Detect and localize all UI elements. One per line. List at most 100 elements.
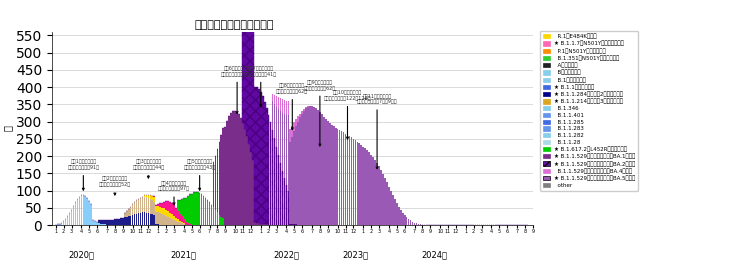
- Bar: [175, 221, 177, 225]
- Bar: [221, 217, 222, 225]
- Bar: [181, 199, 183, 217]
- Legend:   R.1（E484K単独）, ★ B.1.1.7（N501Y　アルファ株）,   P.1（N501Y　ガンマ株）,   B.1.351（N501Y　ベータ株）: R.1（E484K単独）, ★ B.1.1.7（N501Y アルファ株）, P.…: [540, 31, 639, 191]
- Bar: [416, 223, 417, 225]
- Bar: [173, 205, 175, 216]
- Bar: [325, 119, 326, 225]
- Bar: [276, 96, 278, 107]
- Bar: [301, 111, 303, 114]
- Text: 「第3波」のピーク
（検定ベース：祔44）: 「第3波」のピーク （検定ベース：祔44）: [132, 159, 164, 178]
- Bar: [278, 97, 279, 109]
- Bar: [215, 210, 216, 225]
- Bar: [177, 200, 179, 211]
- Bar: [343, 132, 344, 225]
- Bar: [280, 163, 281, 225]
- Bar: [312, 106, 313, 225]
- Bar: [339, 130, 340, 225]
- Bar: [164, 215, 165, 225]
- Bar: [211, 205, 212, 225]
- Bar: [177, 222, 179, 225]
- Text: 「第2波」のピーク
（検定ベース：祔52）: 「第2波」のピーク （検定ベース：祔52）: [99, 176, 131, 195]
- Bar: [130, 207, 132, 215]
- Bar: [288, 191, 289, 225]
- Bar: [333, 126, 334, 225]
- Bar: [135, 214, 138, 225]
- Bar: [246, 17, 248, 136]
- Bar: [203, 196, 204, 225]
- Bar: [238, 114, 240, 225]
- Bar: [352, 139, 354, 225]
- Bar: [114, 219, 115, 225]
- Bar: [147, 198, 149, 213]
- Bar: [158, 206, 159, 212]
- Bar: [376, 163, 378, 225]
- Bar: [173, 220, 175, 225]
- Bar: [297, 116, 299, 122]
- Bar: [406, 217, 408, 225]
- Bar: [102, 224, 104, 225]
- Bar: [274, 104, 275, 138]
- Bar: [183, 223, 185, 224]
- Bar: [358, 143, 360, 225]
- Bar: [94, 221, 96, 225]
- Bar: [414, 223, 415, 225]
- Bar: [199, 193, 201, 225]
- Bar: [159, 204, 161, 207]
- Bar: [372, 157, 374, 225]
- Bar: [73, 206, 74, 225]
- Bar: [313, 107, 314, 225]
- Bar: [266, 224, 268, 225]
- Bar: [329, 123, 331, 225]
- Bar: [153, 215, 155, 225]
- Bar: [278, 109, 279, 155]
- Bar: [315, 108, 317, 225]
- Bar: [108, 220, 110, 225]
- Bar: [164, 209, 165, 215]
- Bar: [240, 118, 242, 225]
- Bar: [147, 195, 149, 198]
- Bar: [126, 211, 127, 217]
- Bar: [140, 198, 141, 213]
- Bar: [396, 203, 397, 225]
- Bar: [274, 138, 275, 225]
- Bar: [366, 150, 368, 225]
- Bar: [244, 129, 246, 225]
- Bar: [262, 96, 263, 224]
- Bar: [146, 195, 147, 197]
- Bar: [71, 210, 73, 225]
- Bar: [374, 160, 376, 225]
- Bar: [357, 142, 358, 225]
- Bar: [250, 21, 252, 152]
- Bar: [195, 192, 197, 225]
- Bar: [340, 131, 343, 225]
- Bar: [167, 211, 169, 217]
- Bar: [272, 101, 273, 130]
- Bar: [67, 217, 68, 225]
- Bar: [410, 220, 411, 225]
- Bar: [69, 213, 70, 225]
- Bar: [134, 202, 135, 214]
- Bar: [120, 218, 121, 225]
- Bar: [349, 136, 350, 225]
- Bar: [346, 135, 349, 225]
- Bar: [155, 205, 157, 206]
- Bar: [408, 219, 409, 225]
- Bar: [158, 224, 159, 225]
- Bar: [161, 214, 163, 225]
- Bar: [141, 213, 144, 225]
- Bar: [215, 156, 216, 210]
- Bar: [144, 195, 145, 197]
- Bar: [212, 207, 215, 225]
- Bar: [282, 113, 283, 171]
- Bar: [292, 126, 293, 136]
- Bar: [386, 183, 388, 225]
- Bar: [295, 119, 297, 126]
- Bar: [189, 194, 191, 224]
- Bar: [132, 204, 133, 215]
- Bar: [274, 95, 275, 104]
- Bar: [303, 109, 305, 111]
- Bar: [364, 148, 366, 225]
- Bar: [112, 220, 114, 225]
- Bar: [270, 122, 272, 225]
- Bar: [205, 197, 206, 225]
- Bar: [153, 196, 155, 197]
